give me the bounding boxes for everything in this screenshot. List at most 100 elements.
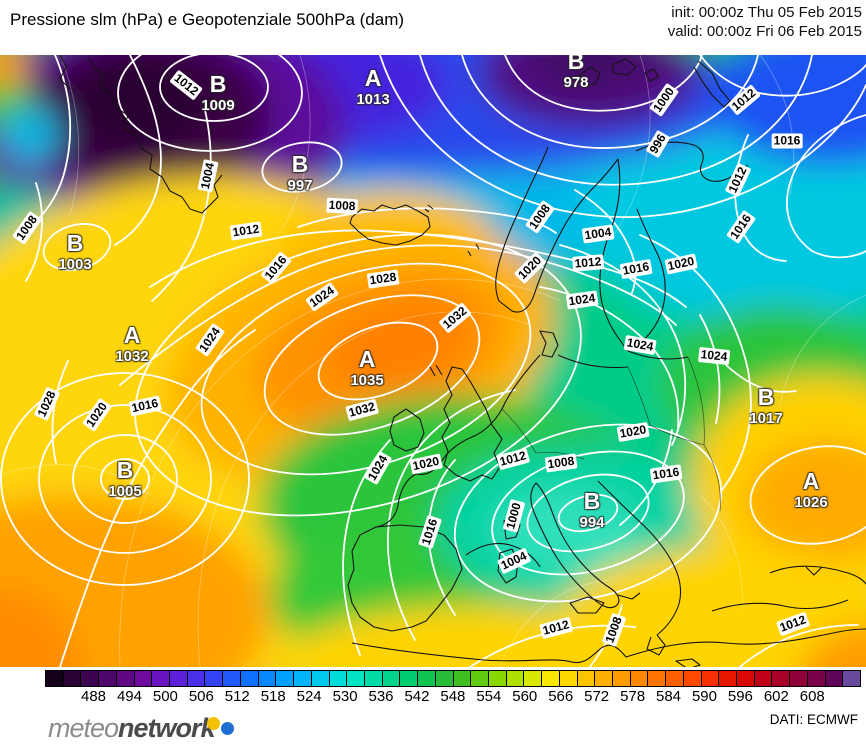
pressure-center-letter: A: [123, 322, 141, 348]
colorbar-label: 608: [799, 688, 825, 705]
pressure-center-value: 1013: [356, 91, 390, 108]
colorbar-cell: [524, 671, 543, 686]
header: Pressione slm (hPa) e Geopotenziale 500h…: [0, 0, 866, 55]
colorbar-label: 602: [763, 688, 789, 705]
colorbar-label: 572: [584, 688, 610, 705]
colorbar-cell: [223, 671, 241, 686]
pressure-center-value: 997: [287, 177, 313, 194]
colorbar-cell: [170, 671, 188, 686]
pressure-center-value: 1005: [108, 483, 142, 500]
isobar-labels: 1012 1004 1008 1012 1008 1016 1028 1024 1032 1032…: [0, 55, 866, 667]
footer: meteonetwork DATI: ECMWF: [0, 707, 866, 747]
colorbar-label: 590: [691, 688, 717, 705]
colorbar-cell: [364, 671, 383, 686]
colorbar-label: 578: [620, 688, 646, 705]
pressure-center-value: 1032: [115, 348, 149, 365]
colorbar-cell: [382, 671, 401, 686]
run-times: init: 00:00z Thu 05 Feb 2015 valid: 00:0…: [668, 3, 862, 41]
pressure-center-A1035: A 1035: [350, 346, 384, 389]
logo-dot-blue: [221, 722, 234, 735]
colorbar-labels: 488 494 500 506 512 518 524 530 536 542 548 554 560 5…: [45, 688, 861, 705]
colorbar-label: 530: [332, 688, 358, 705]
pressure-center-letter: A: [358, 346, 376, 372]
pressure-center-letter: B: [209, 71, 227, 97]
pressure-center-value: 1009: [201, 97, 235, 114]
colorbar-cell: [152, 671, 171, 686]
colorbar-label: 536: [368, 688, 394, 705]
pressure-center-value: 1035: [350, 372, 384, 389]
colorbar-cell: [772, 671, 791, 686]
colorbar-label: 548: [440, 688, 466, 705]
pressure-center-B994: B 994: [579, 488, 605, 531]
pressure-center-letter: B: [116, 457, 134, 483]
init-time: init: 00:00z Thu 05 Feb 2015: [671, 4, 862, 21]
colorbar-cells: [45, 670, 861, 687]
colorbar-cell: [825, 671, 844, 686]
colorbar-cell: [116, 671, 135, 686]
pressure-center-value: 1003: [58, 256, 92, 273]
weather-map: 1012 1004 1008 1012 1008 1016 1028 1024 1032 1032…: [0, 55, 866, 667]
colorbar-cell: [400, 671, 419, 686]
colorbar-cell: [205, 671, 224, 686]
pressure-center-B1005: B 1005: [108, 457, 142, 500]
colorbar-cell: [559, 671, 578, 686]
pressure-center-letter: B: [567, 55, 585, 74]
colorbar-cell: [134, 671, 153, 686]
colorbar-label: 542: [404, 688, 430, 705]
colorbar-cell: [418, 671, 436, 686]
colorbar-cell: [630, 671, 649, 686]
colorbar-cell: [807, 671, 826, 686]
pressure-centers: B 1009 A 1013 B 978 B 997 B 1003 A 1032 A 1035 B 1005 B 1…: [0, 55, 866, 667]
colorbar-cell: [613, 671, 631, 686]
isobar-label: 1016: [771, 133, 803, 149]
logo-dot-yellow: [207, 717, 220, 730]
colorbar-label: 566: [548, 688, 574, 705]
country-borders: [501, 356, 721, 512]
colorbar-label: 560: [512, 688, 538, 705]
colorbar-cell: [506, 671, 525, 686]
pressure-center-B1003: B 1003: [58, 230, 92, 273]
colorbar-label: 494: [116, 688, 142, 705]
pressure-center-value: 994: [579, 514, 605, 531]
pressure-center-value: 1017: [749, 410, 783, 427]
colorbar-label: 584: [656, 688, 682, 705]
colorbar-cell: [347, 671, 365, 686]
colorbar-cell: [666, 671, 684, 686]
colorbar-label: 596: [727, 688, 753, 705]
colorbar-cell: [258, 671, 277, 686]
colorbar-cell: [46, 671, 64, 686]
colorbar-cell: [329, 671, 348, 686]
logo-text-network: network: [118, 713, 216, 743]
pressure-center-value: 978: [563, 74, 589, 91]
colorbar-cell: [577, 671, 596, 686]
colorbar-cell: [63, 671, 82, 686]
meteonetwork-logo: meteonetwork: [48, 713, 216, 744]
colorbar-label: 506: [188, 688, 214, 705]
map-canvas: [0, 55, 866, 667]
colorbar-cell: [790, 671, 808, 686]
colorbar-cell: [542, 671, 560, 686]
pressure-center-letter: B: [583, 488, 601, 514]
colorbar-cell: [719, 671, 738, 686]
pressure-center-value: 1026: [794, 494, 828, 511]
colorbar-label: 554: [476, 688, 502, 705]
colorbar-cell: [737, 671, 755, 686]
pressure-center-B997: B 997: [287, 153, 313, 194]
logo-text-meteo: meteo: [48, 713, 119, 743]
colorbar-label: 518: [260, 688, 286, 705]
colorbar-cell: [276, 671, 295, 686]
pressure-center-B978: B 978: [563, 55, 588, 90]
pressure-center-letter: B: [66, 230, 84, 256]
colorbar-cell: [187, 671, 206, 686]
colorbar-cell: [843, 671, 861, 686]
colorbar-cell: [648, 671, 667, 686]
colorbar-label: 512: [224, 688, 250, 705]
pressure-center-letter: A: [802, 468, 820, 494]
colorbar-cell: [754, 671, 773, 686]
pressure-center-B1009: B 1009: [201, 71, 235, 114]
colorbar-cell: [595, 671, 613, 686]
colorbar-cell: [488, 671, 507, 686]
pressure-center-B1017: B 1017: [749, 386, 783, 427]
colorbar-cell: [435, 671, 454, 686]
